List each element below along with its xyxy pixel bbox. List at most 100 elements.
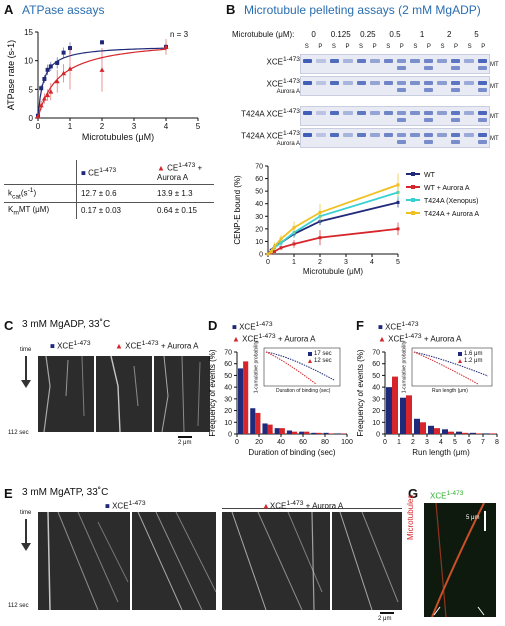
data-point bbox=[38, 102, 44, 108]
concentration-label: 0.5 bbox=[389, 30, 401, 39]
gel-band bbox=[410, 59, 420, 63]
histogram-bar bbox=[335, 433, 341, 434]
panel-c-time-value: 112 sec bbox=[8, 430, 29, 436]
x-tick-label: 1 bbox=[292, 259, 296, 266]
gel-panel: XCE1-473 MT XCE1-473 Aurora A MT T424A XCE1-4… bbox=[226, 54, 505, 154]
panel-e-time-label: time bbox=[20, 510, 32, 516]
gel-band bbox=[356, 111, 367, 115]
panel-e-legend2-text: XCE bbox=[269, 501, 287, 511]
histogram-bar bbox=[484, 433, 490, 434]
gel-strip bbox=[300, 106, 490, 126]
x-tick-label: 60 bbox=[299, 439, 307, 446]
legend-label: T424A + Aurora A bbox=[424, 211, 479, 218]
concentration-label: 5 bbox=[474, 30, 479, 39]
lane-label: S bbox=[304, 44, 309, 50]
gel-strip bbox=[300, 54, 490, 74]
data-point bbox=[273, 244, 276, 248]
gel-band bbox=[450, 111, 461, 115]
mt-band bbox=[423, 88, 434, 92]
y-tick-label: 40 bbox=[372, 385, 380, 392]
gel-band bbox=[356, 59, 367, 63]
gel-band bbox=[410, 111, 420, 115]
gel-band bbox=[383, 133, 393, 137]
gel-band bbox=[343, 59, 353, 63]
y-tick-label: 0 bbox=[29, 114, 34, 123]
run-length-histogram: 0 10 20 30 40 50 60 70 0 1 2 3 4 5 6 7 8 Run length (μm) F… bbox=[356, 349, 499, 457]
gel-band bbox=[477, 133, 487, 137]
time-arrow-icon bbox=[25, 519, 27, 547]
y-tick-label: 10 bbox=[372, 420, 380, 427]
inset-d: 17 sec 12 sec Duration of binding (sec) … bbox=[250, 341, 346, 404]
gel-band bbox=[343, 81, 353, 85]
gel-band bbox=[329, 81, 340, 85]
histogram-bar bbox=[279, 428, 285, 434]
gel-band bbox=[370, 59, 380, 63]
legend-marker bbox=[411, 185, 415, 189]
panel-c-legend-1: ■ XCE1-473 bbox=[50, 340, 91, 351]
gel-band bbox=[343, 133, 353, 137]
gel-band bbox=[303, 59, 313, 63]
y-tick-label: 50 bbox=[224, 373, 232, 380]
gel-band bbox=[464, 133, 474, 137]
data-point bbox=[61, 50, 66, 55]
kymograph-c3 bbox=[154, 356, 210, 432]
lane-label: P bbox=[399, 44, 404, 50]
concentration-label: 0.25 bbox=[360, 30, 376, 39]
panel-f-legend2-suffix: + Aurora A bbox=[421, 334, 462, 344]
y-tick-label: 30 bbox=[255, 214, 263, 221]
inset-f-xlabel: Run length (μm) bbox=[432, 388, 468, 394]
data-point bbox=[269, 249, 273, 253]
mt-band bbox=[423, 118, 434, 122]
data-point bbox=[163, 44, 169, 49]
square-marker-icon: ■ bbox=[232, 322, 237, 332]
kymograph-e2 bbox=[132, 512, 216, 610]
x-tick-label: 20 bbox=[255, 439, 263, 446]
panel-e-letter: E bbox=[4, 486, 13, 501]
inset-d-ylabel: 1-cumulative probability bbox=[253, 340, 260, 394]
panel-e-legend-1: ■ XCE1-473 bbox=[105, 500, 146, 511]
panel-a-title: ATPase assays bbox=[22, 3, 105, 17]
panel-d-legend-2: ▲ XCE1-473 + Aurora A bbox=[232, 333, 315, 344]
legend-marker bbox=[411, 198, 415, 202]
gel-band bbox=[464, 81, 474, 85]
histogram-bar bbox=[462, 432, 468, 434]
panel-d-legend2-suffix: + Aurora A bbox=[275, 334, 316, 344]
panel-f-legend2-text: XCE bbox=[388, 334, 405, 344]
table-kcat-aurora: 13.9 ± 1.3 bbox=[157, 188, 193, 198]
lane-label: P bbox=[426, 44, 431, 50]
data-point bbox=[279, 237, 283, 241]
panel-c-legend-2: ▲ XCE1-473 + Aurora A bbox=[115, 340, 198, 351]
lane-label: S bbox=[359, 44, 364, 50]
lane-label: P bbox=[318, 44, 323, 50]
panel-g-side-label: Microtubules bbox=[406, 494, 415, 540]
lane-label: S bbox=[440, 44, 445, 50]
table-km-wt: 0.17 ± 0.03 bbox=[81, 206, 121, 216]
table-row1-unit: (s bbox=[20, 188, 28, 198]
y-tick-label: 50 bbox=[255, 189, 263, 196]
panel-f-legend2-sup: 1-473 bbox=[404, 333, 422, 340]
data-point bbox=[396, 183, 400, 187]
triangle-marker-icon: ▲ bbox=[378, 334, 386, 344]
x-tick-label: 100 bbox=[341, 439, 353, 446]
panel-f-legend-1: ■ XCE1-473 bbox=[378, 321, 419, 332]
mt-band bbox=[397, 66, 407, 70]
binding-duration-histogram: 0 10 20 30 40 50 60 70 0 20 40 60 80 100 Duration of b… bbox=[208, 349, 353, 457]
table-row2-label: K bbox=[8, 204, 14, 214]
data-point bbox=[35, 113, 41, 119]
mt-band bbox=[477, 66, 487, 70]
x-tick-label: 7 bbox=[481, 439, 485, 446]
gel-band bbox=[477, 59, 487, 63]
lane-label: S bbox=[467, 44, 472, 50]
histogram-bar bbox=[456, 431, 462, 434]
histogram-bar bbox=[274, 428, 280, 434]
histogram-bar bbox=[311, 432, 317, 434]
gel-band bbox=[450, 133, 461, 137]
mt-marker-label: MT bbox=[490, 114, 499, 120]
gel-band bbox=[316, 81, 326, 85]
x-tick-label: 80 bbox=[321, 439, 329, 446]
atpase-chart: 0 1 2 3 4 5 0 5 10 15 Microtubules (μM) ATPase rate… bbox=[6, 28, 201, 142]
histogram-bar bbox=[328, 433, 334, 434]
panel-d-legend1-sup: 1-473 bbox=[255, 321, 273, 328]
x-axis-label: Duration of binding (sec) bbox=[248, 448, 335, 457]
